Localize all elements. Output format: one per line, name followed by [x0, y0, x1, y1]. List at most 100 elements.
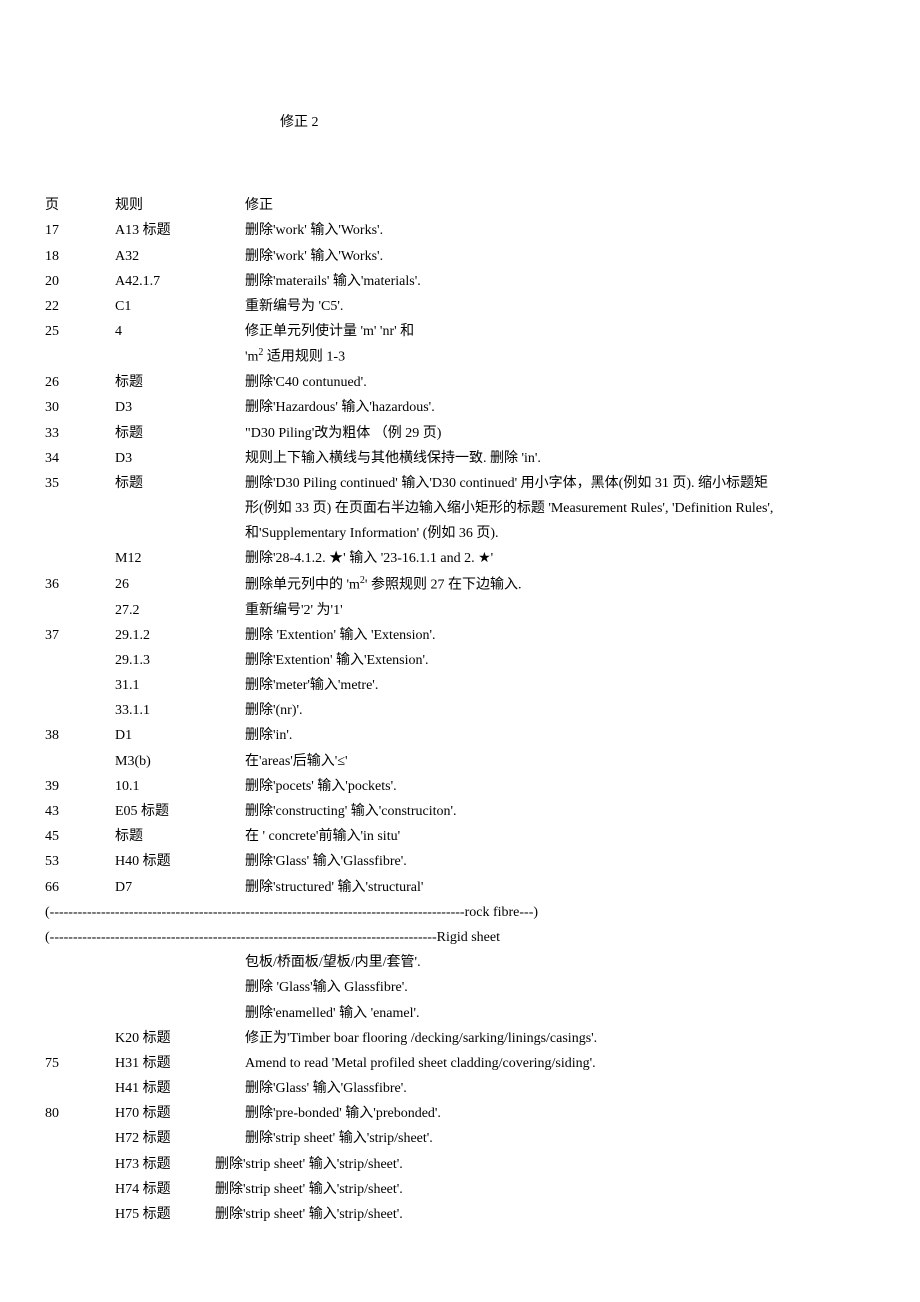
cell-rule: 27.2: [115, 598, 245, 623]
cell-rule: M3(b): [115, 749, 245, 774]
table-row: 18A32删除'work' 输入'Works'.: [45, 244, 875, 269]
cell-rule: 29.1.2: [115, 623, 245, 648]
cell-rule: 标题: [115, 421, 245, 446]
cell-rule: H72 标题: [115, 1126, 245, 1151]
cell-rule: D7: [115, 875, 245, 900]
cell-rule: M12: [115, 546, 245, 571]
cell-rule: 标题: [115, 471, 245, 496]
cell-page: 45: [45, 824, 115, 849]
cell-rule: E05 标题: [115, 799, 245, 824]
cell-correction: 删除单元列中的 'm2' 参照规则 27 在下边输入.: [245, 572, 875, 598]
rows3-container: H73 标题删除'strip sheet' 输入'strip/sheet'.H7…: [45, 1152, 875, 1228]
table-row: 'm2 适用规则 1-3: [45, 344, 875, 370]
cell-correction: 删除'strip sheet' 输入'strip/sheet'.: [215, 1177, 875, 1202]
table-row: H72 标题 删除'strip sheet' 输入'strip/sheet'.: [45, 1126, 875, 1151]
cell-rule: H41 标题: [115, 1076, 245, 1101]
cell-correction: 在'areas'后输入'≤': [245, 749, 875, 774]
cell-correction: 形(例如 33 页) 在页面右半边输入缩小矩形的标题 'Measurement …: [245, 496, 875, 521]
header-row: 页 规则 修正: [45, 193, 875, 218]
cell-page: 75: [45, 1051, 115, 1076]
cell-correction: 删除'D30 Piling continued' 输入'D30 continue…: [245, 471, 875, 496]
cell-page: 39: [45, 774, 115, 799]
cell-page: 36: [45, 572, 115, 597]
rows2-container: K20 标题修正为'Timber boar flooring /decking/…: [45, 1026, 875, 1152]
cell-rule: C1: [115, 294, 245, 319]
cell-rule: D1: [115, 723, 245, 748]
table-row: 34D3规则上下输入横线与其他横线保持一致. 删除 'in'.: [45, 446, 875, 471]
cell-correction: 删除 'Extention' 输入 'Extension'.: [245, 623, 875, 648]
cell-page: 34: [45, 446, 115, 471]
cell-page: 22: [45, 294, 115, 319]
cell-page: 17: [45, 218, 115, 243]
cell-rule: H70 标题: [115, 1101, 245, 1126]
cell-correction: 删除'in'.: [245, 723, 875, 748]
cell-correction: 修正单元列使计量 'm' 'nr' 和: [245, 319, 875, 344]
cell-rule: H75 标题: [115, 1202, 215, 1227]
cell-correction: 删除'structured' 输入'structural': [245, 875, 875, 900]
table-row: 53H40 标题删除'Glass' 输入'Glassfibre'.: [45, 849, 875, 874]
document-title: 修正 2: [45, 110, 875, 135]
cell-page: 43: [45, 799, 115, 824]
cell-correction: 规则上下输入横线与其他横线保持一致. 删除 'in'.: [245, 446, 875, 471]
header-rule: 规则: [115, 193, 245, 218]
dash-lines-container: (---------------------------------------…: [45, 900, 875, 950]
cell-rule: A42.1.7: [115, 269, 245, 294]
cell-correction: 修正为'Timber boar flooring /decking/sarkin…: [245, 1026, 875, 1051]
cell-page: 33: [45, 421, 115, 446]
indented-row: 删除'enamelled' 输入 'enamel'.: [45, 1001, 875, 1026]
table-row: 254修正单元列使计量 'm' 'nr' 和: [45, 319, 875, 344]
cell-rule: 标题: [115, 370, 245, 395]
cell-correction: 删除'work' 输入'Works'.: [245, 218, 875, 243]
cell-rule: 33.1.1: [115, 698, 245, 723]
table-row: 30D3删除'Hazardous' 输入'hazardous'.: [45, 395, 875, 420]
cell-page: 26: [45, 370, 115, 395]
cell-rule: H40 标题: [115, 849, 245, 874]
cell-rule: H31 标题: [115, 1051, 245, 1076]
indented-container: 包板/桥面板/望板/内里/套管'.删除 'Glass'输入 Glassfibre…: [45, 950, 875, 1026]
cell-page: 38: [45, 723, 115, 748]
cell-correction: 删除'meter'输入'metre'.: [245, 673, 875, 698]
table-row: 38D1删除'in'.: [45, 723, 875, 748]
cell-page: 30: [45, 395, 115, 420]
header-correction: 修正: [245, 193, 875, 218]
cell-rule: 标题: [115, 824, 245, 849]
cell-page: 18: [45, 244, 115, 269]
dashed-line: (---------------------------------------…: [45, 900, 875, 925]
rows-container: 17A13 标题删除'work' 输入'Works'.18A32删除'work'…: [45, 218, 875, 899]
cell-page: 80: [45, 1101, 115, 1126]
cell-correction: Amend to read 'Metal profiled sheet clad…: [245, 1051, 875, 1076]
cell-page: 53: [45, 849, 115, 874]
table-row: 66D7删除'structured' 输入'structural': [45, 875, 875, 900]
table-row: 45标题在 ' concrete'前输入'in situ': [45, 824, 875, 849]
cell-rule: D3: [115, 446, 245, 471]
table-row: 3729.1.2 删除 'Extention' 输入 'Extension'.: [45, 623, 875, 648]
table-row: 20A42.1.7删除'materails' 输入'materials'.: [45, 269, 875, 294]
table-row: 43E05 标题删除'constructing' 输入'construciton…: [45, 799, 875, 824]
table-row: H75 标题删除'strip sheet' 输入'strip/sheet'.: [45, 1202, 875, 1227]
indented-text: 包板/桥面板/望板/内里/套管'.: [45, 950, 421, 975]
cell-correction: 删除'C40 contunued'.: [245, 370, 875, 395]
cell-rule: H73 标题: [115, 1152, 215, 1177]
cell-correction: 删除'(nr)'.: [245, 698, 875, 723]
indented-row: 包板/桥面板/望板/内里/套管'.: [45, 950, 875, 975]
table-row: 33标题"D30 Piling'改为粗体 （例 29 页): [45, 421, 875, 446]
table-row: 27.2重新编号'2' 为'1': [45, 598, 875, 623]
table-row: 35标题删除'D30 Piling continued' 输入'D30 cont…: [45, 471, 875, 496]
table-row: M12删除'28-4.1.2. ★' 输入 '23-16.1.1 and 2. …: [45, 546, 875, 571]
table-row: 29.1.3 删除'Extention' 输入'Extension'.: [45, 648, 875, 673]
header-page: 页: [45, 193, 115, 218]
cell-correction: 删除'strip sheet' 输入'strip/sheet'.: [245, 1126, 875, 1151]
cell-page: 66: [45, 875, 115, 900]
cell-correction: 删除'Glass' 输入'Glassfibre'.: [245, 1076, 875, 1101]
table-row: 31.1删除'meter'输入'metre'.: [45, 673, 875, 698]
cell-rule: 4: [115, 319, 245, 344]
cell-rule: 10.1: [115, 774, 245, 799]
cell-correction: 重新编号为 'C5'.: [245, 294, 875, 319]
cell-correction: 删除'pre-bonded' 输入'prebonded'.: [245, 1101, 875, 1126]
cell-correction: "D30 Piling'改为粗体 （例 29 页): [245, 421, 875, 446]
cell-correction: 和'Supplementary Information' (例如 36 页).: [245, 521, 875, 546]
table-row: 26标题删除'C40 contunued'.: [45, 370, 875, 395]
cell-correction: 删除'pocets' 输入'pockets'.: [245, 774, 875, 799]
cell-correction: 删除'28-4.1.2. ★' 输入 '23-16.1.1 and 2. ★': [245, 546, 875, 571]
cell-correction: 删除'Glass' 输入'Glassfibre'.: [245, 849, 875, 874]
